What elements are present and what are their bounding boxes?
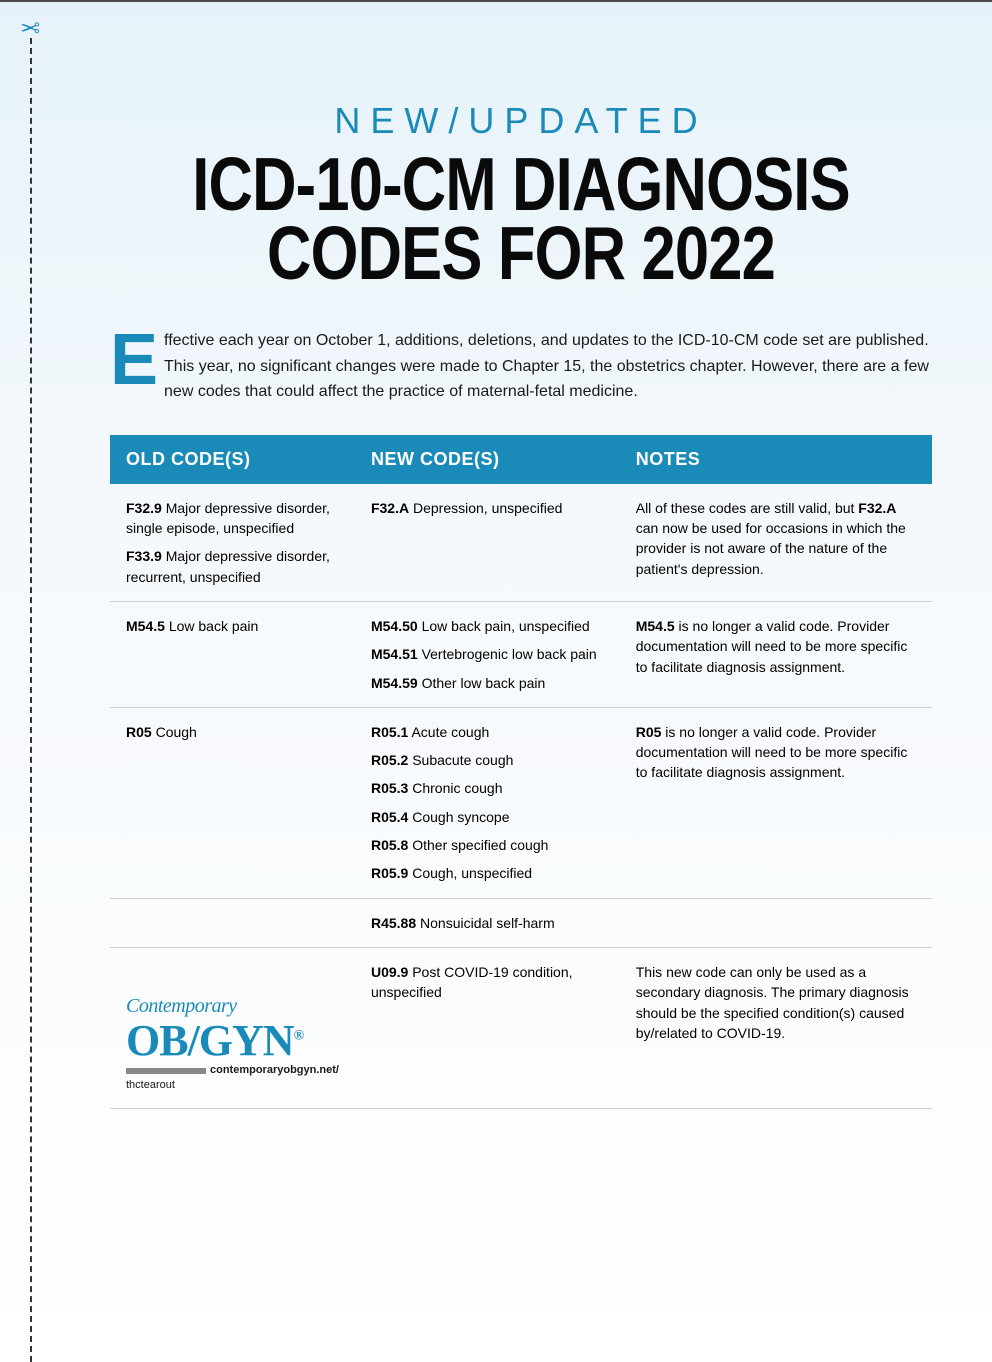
code-entry: R05.4 Cough syncope (371, 807, 604, 827)
col-header-notes: NOTES (620, 435, 932, 484)
code-entry: F33.9 Major depressive disorder, recurre… (126, 546, 339, 587)
new-codes-cell: M54.50 Low back pain, unspecified M54.51 … (355, 601, 620, 707)
headline: ICD-10-CM DIAGNOSIS CODES FOR 2022 (184, 150, 858, 288)
notes-cell: M54.5 is no longer a valid code. Provide… (620, 601, 932, 707)
code-entry: U09.9 Post COVID-19 condition, unspecifi… (371, 962, 604, 1003)
table-header-row: OLD CODE(S) NEW CODE(S) NOTES (110, 435, 932, 484)
notes-cell: This new code can only be used as a seco… (620, 947, 932, 1108)
code-value: R05 (126, 724, 152, 740)
notes-bold: M54.5 (636, 618, 675, 634)
tear-line (30, 38, 32, 1362)
code-value: M54.59 (371, 675, 418, 691)
table-row: R45.88 Nonsuicidal self-harm (110, 898, 932, 947)
code-value: R05.3 (371, 780, 408, 796)
notes-post: is no longer a valid code. Provider docu… (636, 724, 908, 781)
code-value: R05.2 (371, 752, 408, 768)
code-value: M54.5 (126, 618, 165, 634)
code-value: F32.9 (126, 500, 162, 516)
notes-cell: All of these codes are still valid, but … (620, 484, 932, 602)
codes-table: OLD CODE(S) NEW CODE(S) NOTES F32.9 Majo… (110, 435, 932, 1110)
table-row: F32.9 Major depressive disorder, single … (110, 484, 932, 602)
code-value: F32.A (371, 500, 409, 516)
code-desc: Nonsuicidal self-harm (420, 915, 555, 931)
intro-text: ffective each year on October 1, additio… (164, 332, 929, 400)
code-desc: Low back pain, unspecified (422, 618, 590, 634)
code-desc: Acute cough (411, 724, 489, 740)
code-entry: R05.8 Other specified cough (371, 835, 604, 855)
dropcap: E (110, 332, 158, 388)
code-value: M54.50 (371, 618, 418, 634)
notes-pre: This new code can only be used as a seco… (636, 964, 909, 1041)
notes-post: is no longer a valid code. Provider docu… (636, 618, 908, 675)
code-desc: Cough (156, 724, 197, 740)
old-codes-cell: F32.9 Major depressive disorder, single … (110, 484, 355, 602)
code-desc: Chronic cough (412, 780, 502, 796)
code-value: R05.9 (371, 865, 408, 881)
code-value: R05.8 (371, 837, 408, 853)
code-value: R05.4 (371, 809, 408, 825)
new-codes-cell: R05.1 Acute coughR05.2 Subacute coughR05… (355, 707, 620, 898)
table-row: Contemporary OB/GYN® contemporaryobgyn.n… (110, 947, 932, 1108)
code-value: R05.1 (371, 724, 408, 740)
code-desc: Depression, unspecified (413, 500, 562, 516)
code-entry: R05 Cough (126, 722, 339, 742)
old-codes-cell: Contemporary OB/GYN® contemporaryobgyn.n… (110, 947, 355, 1108)
notes-cell (620, 898, 932, 947)
notes-pre: All of these codes are still valid, but (636, 500, 859, 516)
logo-bar-line (126, 1068, 206, 1074)
old-codes-cell: M54.5 Low back pain (110, 601, 355, 707)
code-desc: Low back pain (169, 618, 259, 634)
logo-path: thctearout (126, 1078, 339, 1094)
table-row: R05 CoughR05.1 Acute coughR05.2 Subacute… (110, 707, 932, 898)
code-value: U09.9 (371, 964, 408, 980)
page-top-border (0, 0, 992, 2)
code-desc: Subacute cough (412, 752, 513, 768)
intro-paragraph: Effective each year on October 1, additi… (110, 328, 932, 405)
logo-registered: ® (294, 1028, 303, 1043)
code-entry: M54.50 Low back pain, unspecified (371, 616, 604, 636)
notes-bold: F32.A (858, 500, 896, 516)
code-entry: R05.1 Acute cough (371, 722, 604, 742)
brand-logo: Contemporary OB/GYN® contemporaryobgyn.n… (126, 992, 339, 1094)
code-entry: R05.2 Subacute cough (371, 750, 604, 770)
notes-post: can now be used for occasions in which t… (636, 520, 906, 577)
code-desc: Other specified cough (412, 837, 548, 853)
new-codes-cell: F32.A Depression, unspecified (355, 484, 620, 602)
code-entry: R45.88 Nonsuicidal self-harm (371, 913, 604, 933)
col-header-old: OLD CODE(S) (110, 435, 355, 484)
col-header-new: NEW CODE(S) (355, 435, 620, 484)
notes-bold: R05 (636, 724, 662, 740)
code-entry: R05.3 Chronic cough (371, 778, 604, 798)
old-codes-cell (110, 898, 355, 947)
new-codes-cell: U09.9 Post COVID-19 condition, unspecifi… (355, 947, 620, 1108)
code-desc: Cough syncope (412, 809, 509, 825)
code-value: F33.9 (126, 548, 162, 564)
logo-line2: OB/GYN® (126, 1021, 339, 1061)
code-value: R45.88 (371, 915, 416, 931)
code-entry: M54.51 Vertebrogenic low back pain (371, 644, 604, 664)
code-entry: F32.A Depression, unspecified (371, 498, 604, 518)
eyebrow-text: NEW/UPDATED (110, 100, 932, 142)
notes-cell: R05 is no longer a valid code. Provider … (620, 707, 932, 898)
table-row: M54.5 Low back pain M54.50 Low back pain,… (110, 601, 932, 707)
scissors-icon: ✂ (20, 12, 40, 41)
code-entry: R05.9 Cough, unspecified (371, 863, 604, 883)
code-entry: M54.5 Low back pain (126, 616, 339, 636)
code-desc: Cough, unspecified (412, 865, 532, 881)
new-codes-cell: R45.88 Nonsuicidal self-harm (355, 898, 620, 947)
code-entry: M54.59 Other low back pain (371, 673, 604, 693)
code-value: M54.51 (371, 646, 418, 662)
logo-url: contemporaryobgyn.net/ (210, 1063, 339, 1079)
code-entry: F32.9 Major depressive disorder, single … (126, 498, 339, 539)
code-desc: Other low back pain (422, 675, 546, 691)
old-codes-cell: R05 Cough (110, 707, 355, 898)
page-content: NEW/UPDATED ICD-10-CM DIAGNOSIS CODES FO… (0, 0, 992, 1149)
code-desc: Vertebrogenic low back pain (422, 646, 597, 662)
